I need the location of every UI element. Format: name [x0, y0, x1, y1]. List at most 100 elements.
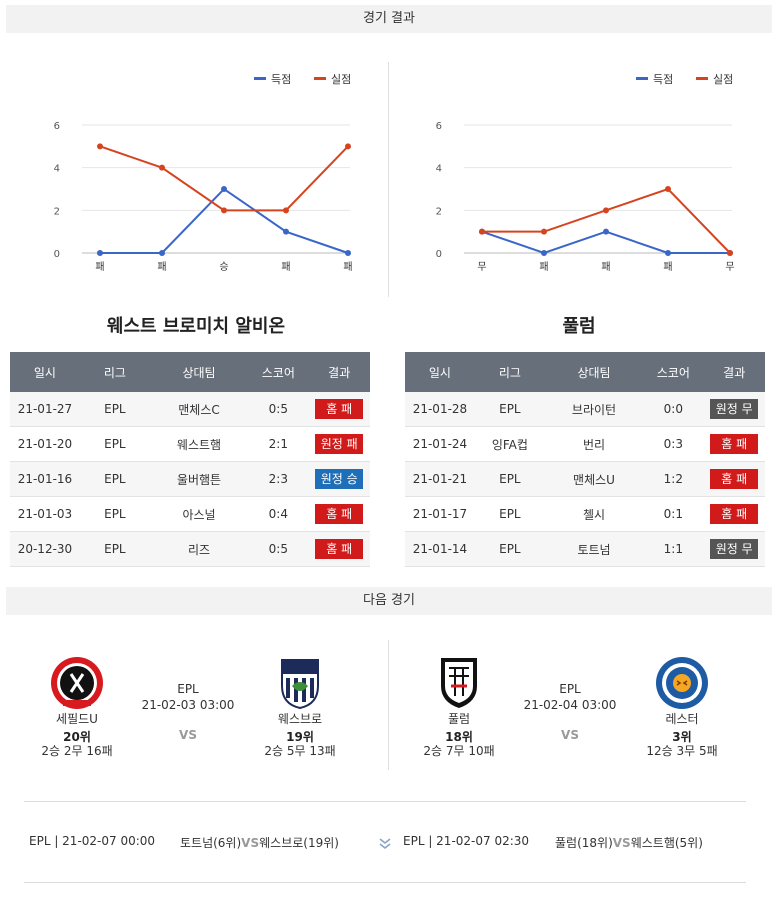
result-cell: 원정 패	[308, 426, 370, 462]
away-team-name: 레스터	[665, 712, 699, 726]
x-tick-label: 패	[601, 261, 610, 273]
date-cell: 20-12-30	[10, 531, 80, 567]
result-badge: 홈 패	[315, 539, 364, 559]
fixture-home: 토트넘(6위)	[180, 836, 242, 850]
match-league: EPL	[177, 682, 199, 696]
team-title-fulham: 풀럼	[562, 316, 596, 337]
y-tick-label: 4	[54, 164, 60, 175]
result-badge: 원정 승	[315, 469, 364, 489]
table-row[interactable]: 21-01-24 잉FA컵 번리 0:3 홈 패	[405, 426, 765, 462]
result-badge: 원정 무	[710, 539, 759, 559]
home-team-rank: 18위	[445, 730, 473, 744]
data-point	[479, 228, 485, 235]
match-datetime: 21-02-03 03:00	[141, 698, 235, 712]
chevron-double-down-icon[interactable]	[378, 836, 392, 850]
home-team-rank: 20위	[63, 730, 91, 744]
away-team-record: 12승 3무 5패	[646, 744, 718, 758]
x-tick-label: 패	[343, 261, 352, 273]
data-point	[541, 250, 547, 256]
table-header-cell: 일시	[10, 352, 80, 392]
next-match-card[interactable]: 풀럼 18위 2승 7무 10패 EPL 21-02-04 03:00 VS 레…	[404, 650, 764, 760]
score-cell: 0:5	[248, 392, 309, 427]
table-header-cell: 결과	[703, 352, 765, 392]
league-cell: EPL	[474, 461, 545, 497]
x-tick-label: 패	[95, 261, 104, 273]
table-row[interactable]: 21-01-16 EPL 울버햄튼 2:3 원정 승	[10, 461, 370, 497]
table-row[interactable]: 21-01-14 EPL 토트넘 1:1 원정 무	[405, 531, 765, 567]
date-cell: 21-01-28	[405, 392, 475, 427]
fulham-crest-icon	[441, 658, 477, 708]
table-row[interactable]: 21-01-20 EPL 웨스트햄 2:1 원정 패	[10, 426, 370, 462]
fixture-vs: VS	[241, 836, 260, 850]
league-cell: EPL	[79, 461, 150, 497]
column-divider	[388, 62, 389, 297]
results-section-title: 경기 결과	[6, 5, 772, 33]
x-tick-label: 무	[477, 262, 486, 273]
x-tick-label: 패	[281, 261, 290, 273]
next-match-section-title: 다음 경기	[6, 587, 772, 615]
date-cell: 21-01-14	[405, 531, 475, 567]
series-line-scored	[100, 187, 349, 254]
data-point	[283, 207, 289, 214]
result-badge: 홈 패	[315, 504, 364, 524]
table-header-cell: 결과	[308, 352, 370, 392]
table-row[interactable]: 20-12-30 EPL 리즈 0:5 홈 패	[10, 531, 370, 567]
y-tick-label: 6	[54, 121, 60, 132]
away-team-name: 웨스브로	[277, 712, 323, 726]
table-header-row: 일시 리그 상대팀 스코어 결과	[405, 352, 765, 392]
y-tick-label: 0	[436, 249, 442, 260]
score-cell: 1:2	[643, 461, 704, 497]
data-point	[97, 143, 103, 150]
line-chart: 0 2 4 6 패 패 승 패 패 득점 실점	[54, 73, 353, 273]
data-point	[541, 228, 547, 235]
y-tick-label: 4	[436, 164, 442, 175]
legend-label: 실점	[331, 73, 351, 86]
divider-line	[24, 801, 746, 802]
table-row[interactable]: 21-01-03 EPL 아스널 0:4 홈 패	[10, 496, 370, 532]
fixture-teams[interactable]: 토트넘(6위)VS웨스브로(19위)	[180, 834, 339, 851]
table-header-cell: 리그	[79, 352, 150, 392]
opponent-cell: 맨체스U	[544, 461, 644, 497]
x-tick-label: 패	[663, 261, 672, 273]
table-row[interactable]: 21-01-21 EPL 맨체스U 1:2 홈 패	[405, 461, 765, 497]
legend-label: 실점	[713, 73, 733, 86]
data-point	[97, 250, 103, 256]
league-cell: EPL	[474, 531, 545, 567]
opponent-cell: 아스널	[149, 496, 249, 532]
result-badge: 홈 패	[315, 399, 364, 419]
table-row[interactable]: 21-01-28 EPL 브라이턴 0:0 원정 무	[405, 392, 765, 427]
divider-line	[24, 882, 746, 883]
opponent-cell: 브라이턴	[544, 392, 644, 427]
table-row[interactable]: 21-01-27 EPL 맨체스C 0:5 홈 패	[10, 392, 370, 427]
result-badge: 원정 무	[710, 399, 759, 419]
next-match-card[interactable]: 세필드U 20위 2승 2무 16패 EPL 21-02-03 03:00 VS…	[22, 650, 382, 760]
fixture-meta: EPL | 21-02-07 02:30	[403, 834, 530, 848]
leicester-crest-icon	[656, 657, 708, 709]
date-cell: 21-01-16	[10, 461, 80, 497]
legend-label: 득점	[653, 73, 673, 86]
league-cell: EPL	[79, 392, 150, 427]
data-point	[603, 228, 609, 235]
y-tick-label: 0	[54, 249, 60, 260]
data-point	[221, 186, 227, 192]
home-team-record: 2승 2무 16패	[41, 744, 113, 758]
result-cell: 홈 패	[703, 461, 765, 497]
score-cell: 2:3	[248, 461, 309, 497]
data-point	[665, 250, 671, 256]
vs-label: VS	[561, 728, 579, 742]
league-cell: EPL	[474, 496, 545, 532]
data-point	[603, 207, 609, 214]
fixture-teams[interactable]: 풀럼(18위)VS웨스트햄(5위)	[555, 834, 703, 851]
opponent-cell: 맨체스C	[149, 392, 249, 427]
result-cell: 홈 패	[308, 531, 370, 567]
date-cell: 21-01-20	[10, 426, 80, 462]
table-row[interactable]: 21-01-17 EPL 첼시 0:1 홈 패	[405, 496, 765, 532]
score-cell: 0:1	[643, 496, 704, 532]
match-datetime: 21-02-04 03:00	[523, 698, 617, 712]
score-cell: 2:1	[248, 426, 309, 462]
home-team-record: 2승 7무 10패	[423, 744, 495, 758]
data-point	[665, 186, 671, 192]
legend-label: 득점	[271, 73, 291, 86]
fixture-home: 풀럼(18위)	[555, 836, 613, 850]
result-cell: 원정 승	[308, 461, 370, 497]
